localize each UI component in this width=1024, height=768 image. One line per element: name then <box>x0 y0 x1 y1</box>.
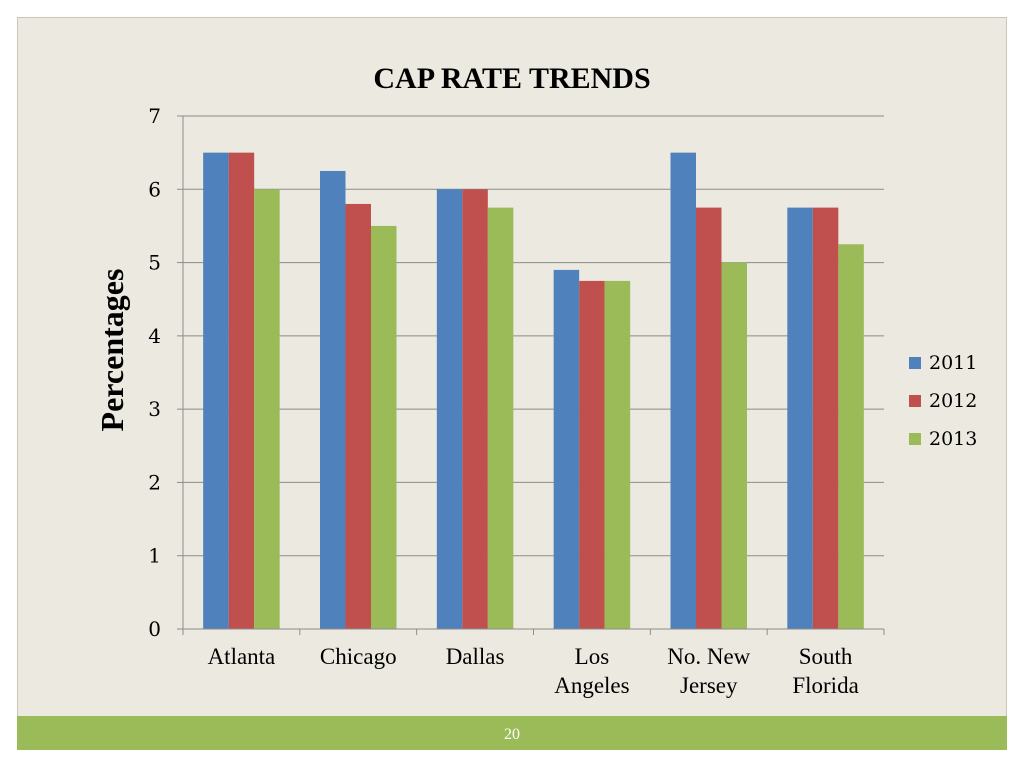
category-label: No. New <box>667 644 750 669</box>
bar-2012 <box>696 207 722 629</box>
legend-label: 2013 <box>929 428 977 450</box>
y-tick-label: 0 <box>148 617 161 641</box>
chart-title: CAP RATE TRENDS <box>373 62 650 95</box>
bar-2013 <box>371 225 397 629</box>
bar-2011 <box>320 170 346 629</box>
y-axis-label: Percentages <box>94 269 130 432</box>
category-label: Dallas <box>446 644 505 669</box>
legend-swatch <box>909 395 921 407</box>
bar-2012 <box>345 203 371 629</box>
y-tick-label: 2 <box>148 470 161 494</box>
bar-2011 <box>787 207 813 629</box>
axes <box>177 115 885 635</box>
category-label: Jersey <box>680 673 738 698</box>
bar-2011 <box>670 152 696 629</box>
legend-swatch <box>909 433 921 445</box>
y-tick-label: 1 <box>148 544 161 568</box>
gridlines <box>183 115 884 557</box>
category-labels: Atlanta Chicago Dallas Los Angeles No. New Jer… <box>208 644 859 698</box>
bar-2013 <box>838 244 864 629</box>
bar-2011 <box>203 152 229 629</box>
bar-2013 <box>254 189 280 630</box>
y-tick-label: 5 <box>148 251 161 275</box>
category-label: Angeles <box>554 673 629 698</box>
y-tick-label: 4 <box>148 324 161 348</box>
category-label: Los <box>575 644 610 669</box>
bar-2012 <box>579 280 605 629</box>
legend-swatch <box>909 357 921 369</box>
bars <box>203 152 864 630</box>
bar-2012 <box>228 152 255 629</box>
y-tick-label: 7 <box>148 104 161 128</box>
legend-label: 2011 <box>929 352 977 374</box>
bar-2011 <box>436 189 463 630</box>
bar-2013 <box>487 207 514 629</box>
y-tick-label: 3 <box>148 397 161 421</box>
y-tick-label: 6 <box>148 177 161 201</box>
bar-2013 <box>604 280 631 629</box>
category-label: Atlanta <box>208 644 276 669</box>
category-label: Florida <box>792 673 858 698</box>
category-label: Chicago <box>320 644 397 669</box>
y-tick-labels: 0 1 2 3 4 5 6 7 <box>148 104 161 641</box>
legend: 2011 2012 2013 <box>909 352 977 450</box>
bar-2012 <box>812 207 839 629</box>
slide-number: 20 <box>504 726 520 743</box>
bar-2011 <box>553 269 580 629</box>
category-label: South <box>799 644 853 669</box>
legend-label: 2012 <box>929 390 977 412</box>
footer-bar: 20 <box>17 716 1007 750</box>
bar-2013 <box>721 262 747 629</box>
bar-2012 <box>462 189 488 630</box>
